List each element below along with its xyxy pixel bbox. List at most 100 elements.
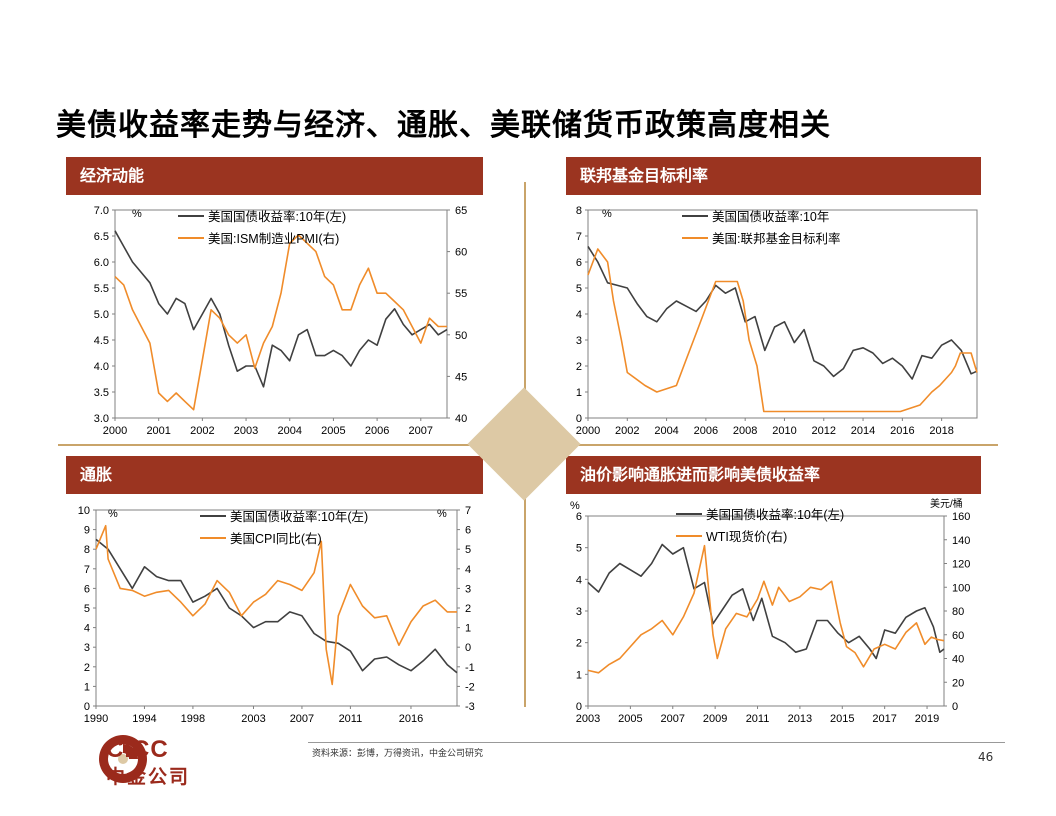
y-tick-label-left: 1	[84, 681, 90, 693]
y-tick-label-left: 1	[576, 387, 582, 399]
y-tick-label-right: 45	[455, 371, 467, 383]
panel-header-cpi: 通胀	[66, 456, 483, 494]
x-tick-label: 2018	[929, 425, 953, 437]
y-tick-label-left: 6	[84, 583, 90, 595]
chart-fed: 0 1 2 3 4 5 6 7 8 2000 2002 2004 2006 2008 2010 2012 201…	[576, 205, 978, 437]
y-tick-label-right: 50	[455, 330, 467, 342]
logo-text-cn: 中金公司	[106, 766, 191, 788]
y-tick-label-right: 55	[455, 288, 467, 300]
x-tick-label: 1994	[132, 713, 156, 725]
y-tick-label-left: 0	[84, 701, 90, 713]
y-tick-label-left: 4	[84, 623, 90, 635]
series-line-1	[587, 248, 978, 413]
y-tick-label-left: 5.0	[94, 309, 109, 321]
y-tick-label-left: 5	[84, 603, 90, 615]
y-tick-label-right: 120	[952, 559, 970, 571]
x-tick-label: 2003	[234, 425, 258, 437]
x-tick-label: 2005	[618, 713, 642, 725]
y-tick-label-left: 3.5	[94, 387, 109, 399]
cicc-logo-icon	[99, 735, 147, 783]
y-tick-label-left: 5	[576, 543, 582, 555]
logo-text-en: CICC	[106, 736, 169, 763]
y-tick-label-right: 7	[465, 505, 471, 517]
chart-econ: 3.0 3.5 4.0 4.5 5.0 5.5 6.0 6.5 7.0 40 45 50 55 60 65 2…	[94, 205, 468, 437]
series-line-1	[587, 544, 945, 674]
x-tick-label: 2013	[788, 713, 812, 725]
y-tick-label-right: 20	[952, 677, 964, 689]
y-tick-label-right: 140	[952, 535, 970, 547]
y-tick-label-left: 4.5	[94, 335, 109, 347]
panel-header-oil: 油价影响通胀进而影响美债收益率	[566, 456, 981, 494]
footer-line	[308, 742, 1005, 743]
y-tick-label-right: 1	[465, 623, 471, 635]
x-tick-label: 2014	[851, 425, 875, 437]
source-note: 资料来源：彭博，万得资讯，中金公司研究	[312, 749, 484, 759]
y-tick-label-left: 3	[84, 642, 90, 654]
y-tick-label-right: 3	[465, 583, 471, 595]
y-tick-label-right: -1	[465, 662, 475, 674]
chart-cpi: 0 1 2 3 4 5 6 7 8 9 10 -3 -2 -1 0 1 2 3 4 5 6 7 1990 1994 1998 20…	[78, 505, 475, 725]
x-tick-label: 2017	[872, 713, 896, 725]
y-tick-label-left: 2	[84, 662, 90, 674]
right-unit-label: %	[437, 508, 447, 520]
y-tick-label-right: 80	[952, 606, 964, 618]
y-tick-label-right: -3	[465, 701, 475, 713]
x-tick-label: 1998	[181, 713, 205, 725]
x-tick-label: 2003	[576, 713, 600, 725]
legend-entry: WTI现货价(右)	[706, 529, 787, 544]
y-tick-label-right: 0	[465, 642, 471, 654]
x-tick-label: 2007	[661, 713, 685, 725]
y-tick-label-left: 6	[576, 511, 582, 523]
x-tick-label: 2007	[290, 713, 314, 725]
y-tick-label-right: 100	[952, 582, 970, 594]
x-tick-label: 2011	[339, 713, 363, 725]
x-tick-label: 2016	[890, 425, 914, 437]
x-tick-label: 2001	[146, 425, 170, 437]
x-tick-label: 2009	[703, 713, 727, 725]
y-tick-label-right: 5	[465, 544, 471, 556]
x-tick-label: 2006	[365, 425, 389, 437]
x-tick-label: 2007	[409, 425, 433, 437]
y-tick-label-right: 160	[952, 511, 970, 523]
y-tick-label-left: 3	[576, 335, 582, 347]
y-tick-label-right: 65	[455, 205, 467, 217]
legend-entry: 美国:联邦基金目标利率	[712, 231, 840, 246]
y-tick-label-left: 8	[84, 544, 90, 556]
y-tick-label-left: 4	[576, 309, 582, 321]
y-tick-label-left: 7	[84, 564, 90, 576]
panel-header-fed: 联邦基金目标利率	[566, 157, 981, 195]
page-number: 46	[978, 750, 994, 764]
y-tick-label-left: 0	[576, 413, 582, 425]
y-tick-label-left: 7	[576, 231, 582, 243]
x-tick-label: 2002	[615, 425, 639, 437]
x-tick-label: 2003	[241, 713, 265, 725]
legend-entry: 美国CPI同比(右)	[230, 531, 322, 546]
x-tick-label: 2015	[830, 713, 854, 725]
series-line-0	[95, 538, 458, 674]
series-line-0	[114, 230, 448, 388]
y-tick-label-left: 5	[576, 283, 582, 295]
divider-vertical-bottom	[524, 497, 526, 707]
y-tick-label-right: 6	[465, 525, 471, 537]
y-tick-label-left: 4.0	[94, 361, 109, 373]
y-tick-label-left: 5.5	[94, 283, 109, 295]
y-tick-label-left: 4	[576, 574, 582, 586]
y-tick-label-right: 60	[455, 247, 467, 259]
panel-header-econ: 经济动能	[66, 157, 483, 195]
y-tick-label-right: 4	[465, 564, 471, 576]
series-line-0	[587, 543, 945, 660]
y-tick-label-left: 2	[576, 361, 582, 373]
series-line-0	[587, 245, 978, 380]
legend-entry: 美国国债收益率:10年(左)	[230, 509, 368, 524]
legend-entry: 美国国债收益率:10年	[712, 209, 829, 224]
x-tick-label: 2000	[576, 425, 600, 437]
x-tick-label: 2006	[694, 425, 718, 437]
y-tick-label-left: 3	[576, 606, 582, 618]
x-tick-label: 2012	[812, 425, 836, 437]
y-tick-label-left: 2	[576, 638, 582, 650]
x-tick-label: 2008	[733, 425, 757, 437]
legend-entry: 美国国债收益率:10年(左)	[706, 507, 844, 522]
series-line-1	[114, 234, 447, 411]
left-unit-label: %	[602, 208, 612, 220]
x-tick-label: 2016	[399, 713, 423, 725]
